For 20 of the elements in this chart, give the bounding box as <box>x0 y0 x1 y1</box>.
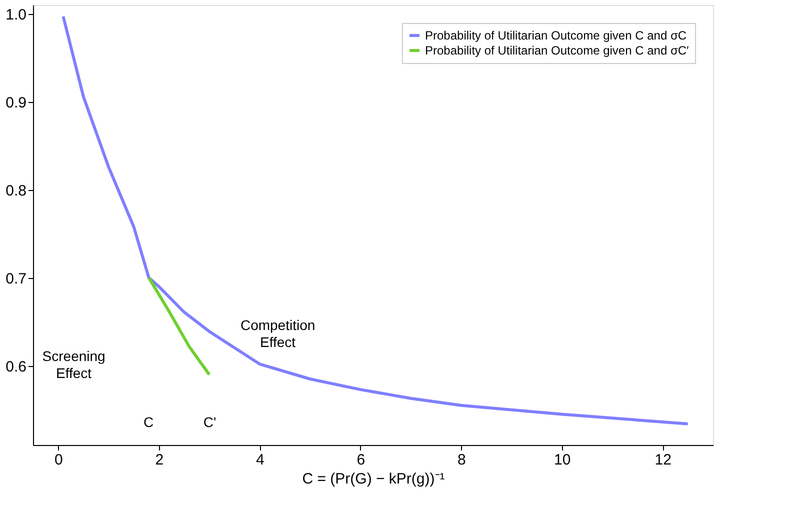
annotation: Competition Effect <box>240 317 316 350</box>
legend-label: Probability of Utilitarian Outcome given C and σC <box>425 28 687 42</box>
x-tick-label: 10 <box>554 452 571 468</box>
y-tick-label: 0.7 <box>6 270 26 288</box>
legend-label: Probability of Utilitarian Outcome given C and σC′ <box>425 44 690 58</box>
x-tick-label: 2 <box>155 452 164 468</box>
x-tick-label: 12 <box>654 452 672 468</box>
line-series <box>147 276 211 376</box>
annotation: C' <box>203 414 216 430</box>
x-tick-label: 8 <box>457 452 466 468</box>
x-tick-label: 4 <box>256 452 264 468</box>
y-tick-label: 0.9 <box>6 94 26 112</box>
y-tick-label: 0.6 <box>6 358 26 376</box>
y-tick-label: 1.0 <box>6 6 26 24</box>
annotation: C <box>144 414 154 430</box>
x-tick-label: 6 <box>356 452 366 468</box>
annotation: Screening Effect <box>42 348 106 381</box>
x-axis-title: C = (Pr(G) − kPr(g))⁻¹ <box>302 470 445 488</box>
y-tick-label: 0.8 <box>6 182 26 200</box>
x-tick-label: 0 <box>54 452 63 468</box>
